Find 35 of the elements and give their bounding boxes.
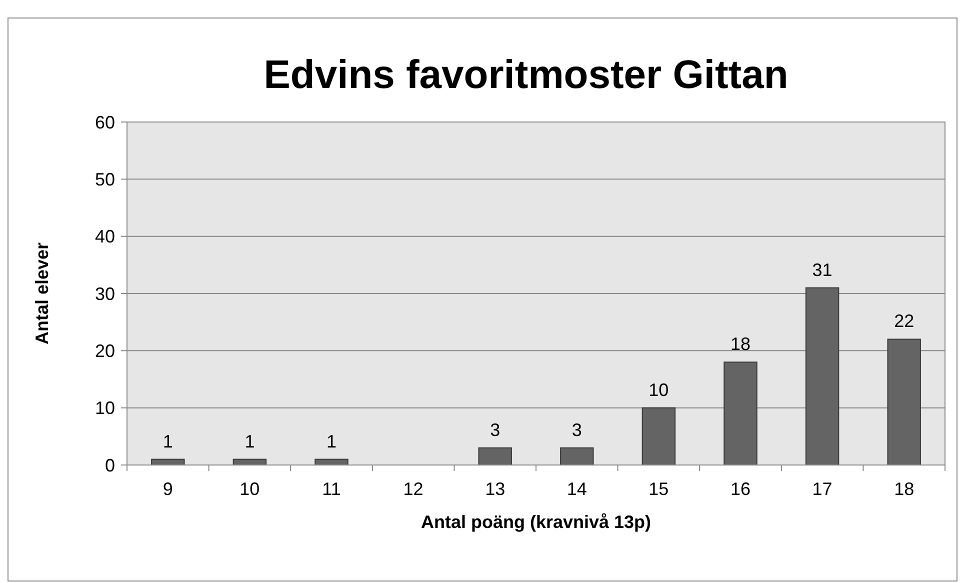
y-tick-label: 50 [94,169,115,190]
bar [642,407,676,466]
data-label: 10 [648,380,669,400]
data-label: 22 [894,311,914,332]
bar [805,287,840,466]
data-label: 31 [812,260,832,280]
bar [724,362,758,466]
y-tick-label: 30 [94,284,115,304]
data-label: 3 [572,420,582,440]
y-tick-label: 10 [94,398,115,418]
chart-title: Edvins favoritmoster Gittan [264,53,788,97]
x-tick-label: 16 [730,479,751,499]
data-label: 1 [326,431,337,452]
x-tick-label: 12 [403,479,424,499]
x-tick-label: 13 [485,479,506,499]
data-label: 18 [730,334,751,354]
y-tick-label: 40 [94,226,115,247]
data-label: 3 [490,420,500,440]
x-tick-label: 17 [812,479,832,499]
x-tick-label: 9 [162,479,173,499]
x-tick-label: 18 [894,479,914,499]
y-tick-label: 60 [94,112,115,132]
bar [887,338,921,466]
data-label: 1 [162,431,173,452]
y-tick-label: 20 [94,340,115,361]
y-tick-label: 0 [104,455,115,476]
x-tick-label: 15 [648,479,669,499]
y-axis-title: Antal elever [32,242,52,345]
x-tick-label: 11 [322,479,341,499]
data-label: 1 [244,431,255,452]
x-axis-title: Antal poäng (kravnivå 13p) [420,512,652,532]
bar [478,447,512,466]
bar [560,447,594,466]
x-tick-label: 10 [240,479,260,499]
x-tick-label: 14 [566,479,587,499]
